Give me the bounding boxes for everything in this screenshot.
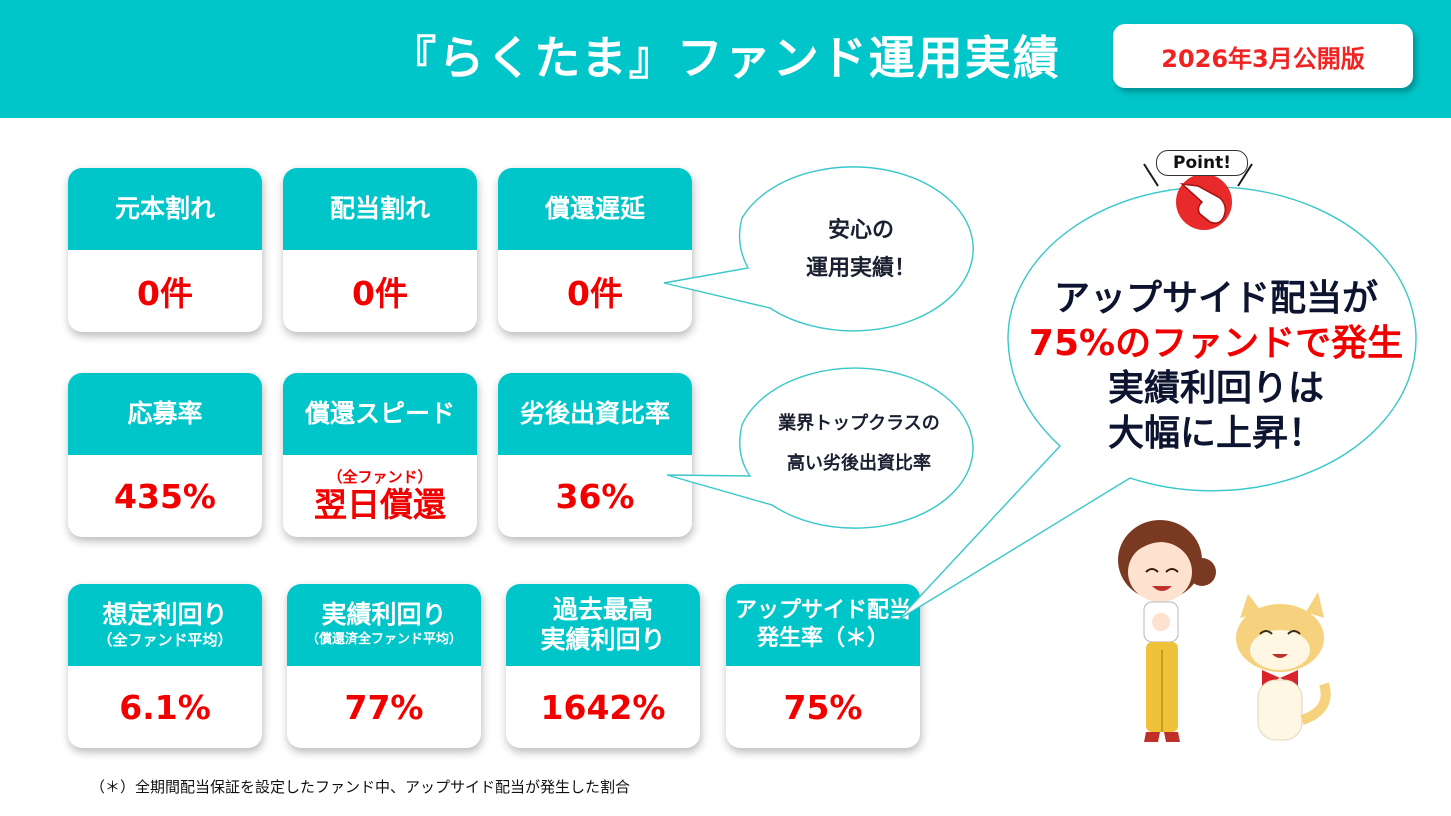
callout-bubble-industry: [666, 367, 974, 529]
point-badge: Point!: [1138, 150, 1258, 232]
card-application-rate: 応募率 435%: [68, 373, 262, 537]
card-label-line1: 過去最高: [552, 595, 653, 624]
card-value: 77%: [344, 687, 424, 727]
card-max-yield: 過去最高 実績利回り 1642%: [506, 584, 700, 748]
card-value: 435%: [114, 476, 216, 516]
point-label: Point!: [1156, 150, 1248, 176]
card-actual-yield: 実績利回り （償還済全ファンド平均） 77%: [287, 584, 481, 748]
card-label: 実績利回り: [321, 600, 447, 629]
card-value: 36%: [555, 476, 635, 516]
card-dividend-loss: 配当割れ 0件: [283, 168, 477, 332]
card-value: 75%: [783, 687, 863, 727]
card-value-note: （全ファンド）: [327, 468, 433, 486]
callout-industry-line2: 高い劣後出資比率: [787, 453, 931, 474]
card-label-line2: 実績利回り: [540, 625, 666, 654]
card-label-line1: アップサイド配当: [734, 598, 911, 623]
point-line1: アップサイド配当が: [1053, 278, 1378, 319]
card-repayment-speed: 償還スピード （全ファンド） 翌日償還: [283, 373, 477, 537]
header-bar: 『らくたま』ファンド運用実績 2026年3月公開版: [0, 0, 1451, 118]
card-label-sub: （償還済全ファンド平均）: [305, 632, 462, 647]
point-message: アップサイド配当が 75%のファンドで発生 実績利回りは 大幅に上昇！: [1016, 276, 1416, 456]
card-label: 償還スピード: [283, 373, 477, 455]
card-expected-yield: 想定利回り （全ファンド平均） 6.1%: [68, 584, 262, 748]
callout-safe-line1: 安心の: [827, 218, 894, 243]
card-label: 配当割れ: [283, 168, 477, 250]
card-label: 元本割れ: [68, 168, 262, 250]
card-value: 0件: [352, 274, 408, 313]
cat-character: [1236, 592, 1331, 741]
card-label: 償還遅延: [498, 168, 692, 250]
callout-industry-line1: 業界トップクラスの: [778, 413, 940, 434]
footnote: （＊）全期間配当保証を設定したファンド中、アップサイド配当が発生した割合: [90, 778, 631, 796]
card-value: 0件: [567, 274, 623, 313]
pointing-hand-icon: [1143, 163, 1253, 230]
callout-industry: 業界トップクラスの 高い劣後出資比率: [748, 404, 970, 484]
point-line4: 大幅に上昇！: [1107, 413, 1324, 454]
girl-character: [1118, 520, 1216, 742]
edition-badge: 2026年3月公開版: [1113, 24, 1413, 88]
card-repayment-delay: 償還遅延 0件: [498, 168, 692, 332]
point-line3: 実績利回りは: [1107, 368, 1324, 409]
point-line2: 75%のファンドで発生: [1028, 323, 1404, 364]
card-label-sub: （全ファンド平均）: [97, 631, 233, 649]
card-principal-loss: 元本割れ 0件: [68, 168, 262, 332]
page-title: 『らくたま』ファンド運用実績: [390, 31, 1061, 85]
callout-safe-line2: 運用実績！: [805, 256, 916, 281]
callout-safe: 安心の 運用実績！: [768, 212, 954, 288]
mascot-illustration: [1118, 520, 1331, 742]
card-label: 想定利回り: [102, 600, 228, 629]
card-label-line2: 発生率（＊）: [756, 626, 889, 651]
card-label: 応募率: [68, 373, 262, 455]
card-value: 0件: [137, 274, 193, 313]
card-value: 翌日償還: [314, 485, 446, 524]
card-value: 1642%: [540, 687, 666, 727]
card-upside-rate: アップサイド配当 発生率（＊） 75%: [726, 584, 920, 748]
card-label: 劣後出資比率: [498, 373, 692, 455]
point-bubble: [897, 186, 1417, 621]
card-value: 6.1%: [119, 687, 211, 727]
card-subordinate-ratio: 劣後出資比率 36%: [498, 373, 692, 537]
callout-bubble-safe: [663, 166, 974, 332]
